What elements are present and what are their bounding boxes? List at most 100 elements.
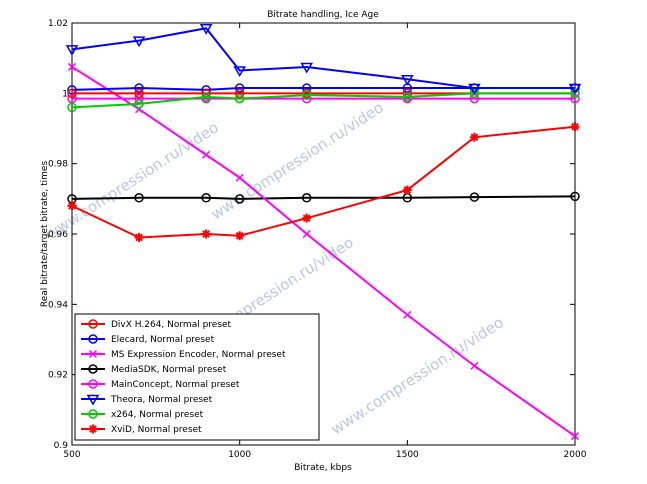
series-5	[65, 24, 582, 95]
data-point-circle	[469, 88, 480, 99]
legend-entry: MainConcept, Normal preset	[81, 379, 240, 390]
data-point-star	[88, 424, 98, 434]
data-point-circle	[134, 193, 144, 203]
x-tick-label: 1500	[396, 450, 419, 460]
legend-entry: DivX H.264, Normal preset	[81, 319, 232, 330]
data-point-triangle	[65, 45, 79, 56]
x-tick-label: 500	[63, 450, 80, 460]
series-line	[71, 92, 575, 109]
y-tick-label: 0.94	[48, 300, 68, 310]
y-tick-label: 1	[62, 89, 68, 99]
data-point-star	[134, 233, 144, 243]
data-point-triangle	[568, 83, 582, 95]
series-3	[67, 191, 580, 204]
data-point-x	[88, 349, 98, 359]
data-point-circle	[570, 88, 580, 99]
x-tick-label: 2000	[564, 450, 587, 460]
data-point-x	[67, 62, 77, 71]
data-point-star	[570, 122, 580, 132]
data-point-circle	[201, 193, 211, 203]
data-point-triangle	[199, 24, 213, 35]
data-point-circle	[570, 93, 580, 104]
legend-entry: MediaSDK, Normal preset	[81, 364, 227, 375]
legend-entry: MS Expression Encoder, Normal preset	[81, 349, 286, 360]
data-point-star	[469, 132, 479, 142]
legend-label: MainConcept, Normal preset	[111, 380, 240, 390]
series-line	[71, 195, 576, 200]
data-point-triangle	[86, 394, 100, 406]
series-line	[71, 87, 575, 91]
series-line	[71, 125, 576, 239]
data-point-circle	[134, 88, 144, 99]
data-point-circle	[469, 93, 480, 104]
legend-label: MS Expression Encoder, Normal preset	[111, 350, 286, 360]
data-point-triangle	[132, 36, 146, 48]
legend-entry: XviD, Normal preset	[81, 424, 202, 435]
data-point-circle	[88, 379, 98, 389]
series-line	[71, 66, 576, 438]
data-point-star	[235, 231, 245, 241]
data-point-circle	[67, 93, 77, 104]
legend-label: Theora, Normal preset	[110, 395, 213, 405]
x-axis-label: Bitrate, kbps	[294, 463, 352, 473]
data-point-circle	[201, 92, 211, 102]
data-point-x	[302, 229, 311, 239]
data-point-circle	[134, 93, 144, 104]
data-point-circle	[469, 192, 480, 202]
data-point-triangle	[401, 75, 414, 86]
data-point-triangle	[468, 83, 481, 95]
data-point-x	[235, 173, 244, 182]
data-point-circle	[88, 319, 98, 329]
data-point-circle	[301, 90, 312, 100]
data-point-circle	[301, 193, 312, 203]
data-point-circle	[88, 364, 98, 374]
data-point-circle	[301, 83, 312, 93]
data-point-star	[402, 185, 412, 195]
watermark-text: www.compression.ru/video	[328, 313, 507, 438]
legend-label: MediaSDK, Normal preset	[111, 365, 227, 375]
watermark-text: www.compression.ru/video	[43, 118, 222, 243]
data-point-circle	[234, 194, 245, 204]
data-point-circle	[234, 93, 245, 104]
data-point-x	[570, 432, 580, 441]
data-point-circle	[570, 191, 580, 202]
data-point-circle	[134, 99, 144, 109]
data-point-circle	[88, 409, 98, 419]
data-point-x	[470, 361, 479, 370]
data-point-triangle	[233, 66, 246, 77]
y-tick-label: 0.96	[48, 230, 68, 240]
data-point-x	[202, 150, 211, 159]
series-layer	[65, 24, 582, 441]
data-point-x	[403, 310, 412, 319]
y-axis-label: Real bitrate/target bitrate, times	[40, 161, 50, 308]
legend-entry: Elecard, Normal preset	[81, 334, 215, 345]
series-7	[67, 122, 580, 243]
data-point-circle	[402, 92, 413, 102]
data-point-circle	[67, 102, 77, 113]
legend-entry: Theora, Normal preset	[81, 394, 213, 406]
data-point-star	[201, 229, 211, 239]
y-tick-label: 0.92	[48, 371, 68, 381]
chart-title: Bitrate handling, Ice Age	[267, 10, 379, 20]
x-tick-label: 1000	[228, 450, 251, 460]
legend-box	[74, 313, 320, 441]
legend-label: Elecard, Normal preset	[111, 335, 215, 345]
data-point-circle	[67, 88, 77, 99]
series-line	[71, 27, 575, 90]
legend-label: DivX H.264, Normal preset	[111, 320, 232, 330]
watermark-text: www.compression.ru/video	[208, 98, 387, 223]
series-2	[67, 62, 580, 441]
series-6	[67, 88, 580, 113]
legend-label: x264, Normal preset	[111, 410, 204, 420]
legend: DivX H.264, Normal preset Elecard, Normal…	[74, 313, 320, 441]
data-point-star	[67, 201, 77, 211]
data-point-circle	[88, 334, 98, 344]
y-tick-label: 0.9	[54, 441, 69, 451]
legend-entry: x264, Normal preset	[81, 409, 204, 420]
data-point-star	[302, 213, 312, 223]
legend-label: XviD, Normal preset	[111, 425, 202, 435]
y-tick-label: 1.02	[48, 19, 68, 29]
data-point-circle	[234, 88, 245, 99]
data-point-triangle	[300, 62, 314, 74]
